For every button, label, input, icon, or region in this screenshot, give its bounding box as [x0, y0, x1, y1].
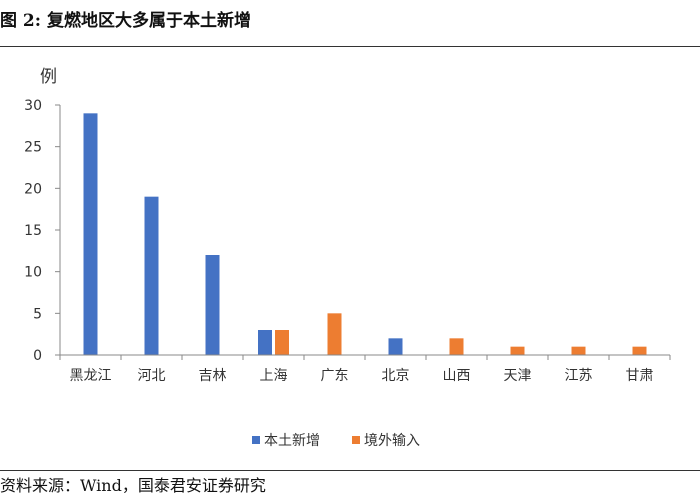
bar-imported-4 [327, 313, 342, 355]
bars [83, 113, 647, 355]
source-note: 资料来源：Wind，国泰君安证券研究 [0, 476, 266, 495]
x-tick-label: 上海 [260, 368, 288, 384]
legend-label: 境外输入 [364, 433, 420, 449]
y-tick-label: 30 [24, 98, 42, 114]
bar-imported-6 [449, 338, 464, 355]
legend: 本土新增 境外输入 [252, 433, 420, 449]
bar-imported-7 [510, 346, 525, 355]
y-unit-label: 例 [40, 67, 57, 87]
figure-title: 图 2: 复燃地区大多属于本土新增 [0, 11, 251, 31]
bar-local-1 [144, 196, 159, 355]
bar-local-3 [258, 330, 272, 355]
x-axis: 黑龙江 河北 吉林 上海 广东 北京 山西 天津 江苏 甘肃 [59, 354, 671, 384]
x-tick-label: 广东 [321, 368, 349, 384]
y-tick-label: 5 [33, 306, 42, 322]
bar-local-0 [83, 113, 98, 355]
legend-label: 本土新增 [264, 433, 320, 449]
x-tick-label: 吉林 [199, 368, 227, 384]
x-tick-label: 天津 [504, 368, 532, 384]
x-tick-label: 江苏 [565, 368, 593, 384]
y-tick-label: 10 [24, 265, 42, 281]
x-tick-label: 河北 [138, 368, 166, 384]
x-tick-label: 黑龙江 [70, 368, 112, 384]
x-tick-label: 北京 [382, 368, 410, 384]
y-tick-label: 0 [33, 348, 42, 364]
legend-swatch [252, 436, 260, 444]
bar-imported-8 [571, 346, 586, 355]
y-axis: 0 5 10 15 20 25 30 [24, 98, 61, 364]
y-tick-label: 20 [24, 181, 42, 197]
y-tick-label: 15 [24, 223, 42, 239]
x-tick-label: 甘肃 [626, 368, 654, 384]
y-tick-label: 25 [24, 140, 42, 156]
bar-local-2 [205, 255, 220, 355]
bottom-rule [0, 470, 700, 471]
x-tick-label: 山西 [443, 368, 471, 384]
legend-swatch [352, 436, 360, 444]
bar-imported-3 [275, 330, 289, 355]
bar-imported-9 [632, 346, 647, 355]
bar-chart: 例 0 5 10 15 20 25 30 黑龙江 河北 吉林 上海 广东 北京 山西 天津 江苏 甘肃 本土新… [24, 67, 671, 449]
bar-local-5 [388, 338, 403, 355]
top-rule [0, 46, 700, 47]
